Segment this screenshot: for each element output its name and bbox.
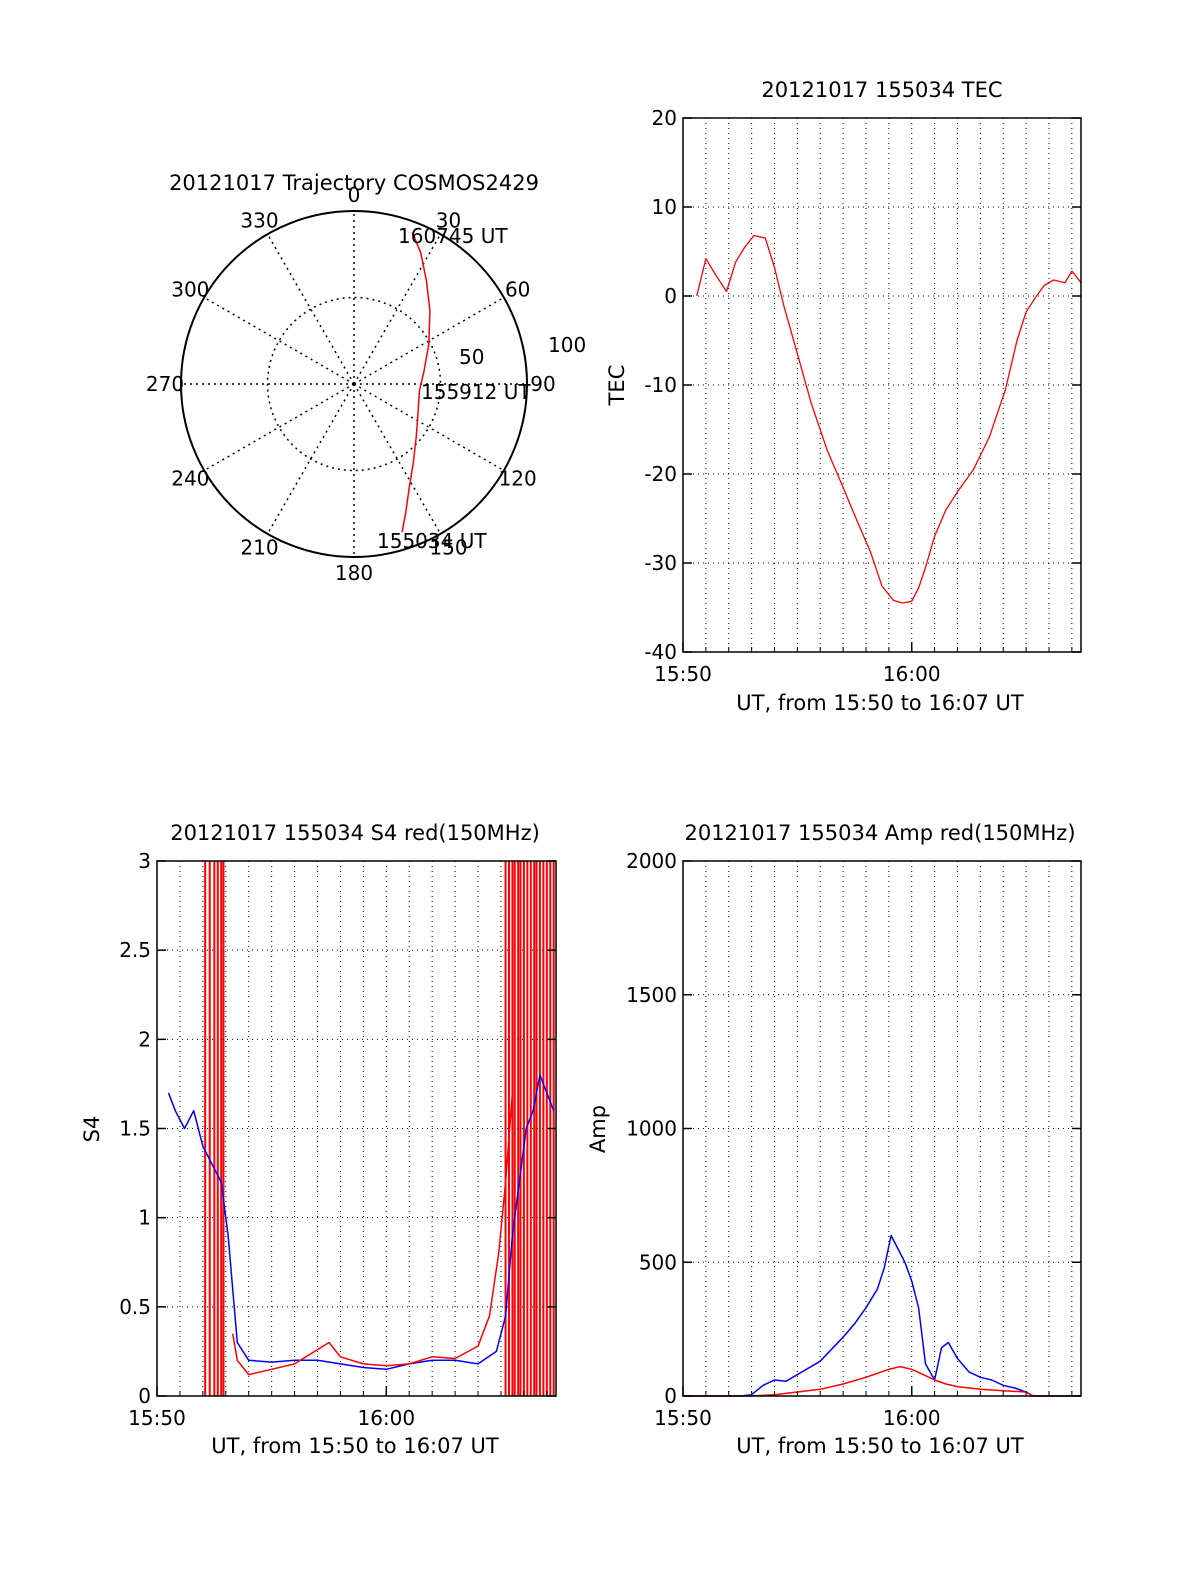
s4-x-label: UT, from 15:50 to 16:07 UT bbox=[211, 1434, 499, 1458]
x-tick-label: 16:00 bbox=[883, 1406, 941, 1430]
s4-plot-area: 0 0.5 1 1.5 2 2.5 3 15:50 16:00 bbox=[119, 849, 557, 1430]
s4-panel: 20121017 155034 S4 red(150MHz) 0 0.5 1 1.5 2… bbox=[80, 821, 557, 1458]
polar-angle-label: 150 bbox=[429, 536, 467, 560]
y-tick-label: 0 bbox=[664, 1384, 677, 1408]
polar-trajectory-panel: 20121017 Trajectory COSMOS2429 0 30 60 90 12… bbox=[146, 171, 586, 585]
tec-x-label: UT, from 15:50 to 16:07 UT bbox=[736, 691, 1024, 715]
y-tick-label: -40 bbox=[644, 640, 677, 664]
polar-angle-label: 180 bbox=[335, 561, 373, 585]
y-tick-label: 10 bbox=[652, 195, 677, 219]
polar-trajectory-trace bbox=[401, 231, 431, 533]
y-tick-label: 0 bbox=[138, 1384, 151, 1408]
polar-radius-label: 100 bbox=[548, 333, 586, 357]
s4-y-label: S4 bbox=[80, 1116, 104, 1143]
y-tick-label: -10 bbox=[644, 373, 677, 397]
y-tick-label: 2 bbox=[138, 1027, 151, 1051]
polar-angle-label: 330 bbox=[240, 208, 278, 232]
polar-angle-label: 120 bbox=[499, 467, 537, 491]
polar-radial-line bbox=[353, 383, 505, 472]
polar-trajectory-line bbox=[401, 231, 431, 533]
plot-frame bbox=[682, 860, 1082, 1397]
y-tick-label: 2.5 bbox=[119, 938, 151, 962]
polar-radial-line bbox=[266, 233, 355, 385]
polar-grid bbox=[180, 210, 528, 558]
polar-outer-circle bbox=[180, 210, 528, 558]
polar-radial-line bbox=[203, 296, 355, 385]
annotation-start-time: 155034 UT bbox=[377, 529, 487, 553]
polar-title: 20121017 Trajectory COSMOS2429 bbox=[169, 171, 539, 195]
polar-angle-label: 60 bbox=[505, 278, 530, 302]
x-tick-label: 16:00 bbox=[883, 662, 941, 686]
annotation-mid-time: 155912 UT bbox=[421, 380, 531, 404]
y-tick-label: 1 bbox=[138, 1206, 151, 1230]
y-tick-label: -30 bbox=[644, 551, 677, 575]
y-tick-label: -20 bbox=[644, 462, 677, 486]
tec-plot-area: -40 -30 -20 -10 0 10 20 15:50 16:00 bbox=[644, 106, 1082, 686]
polar-angle-labels: 0 30 60 90 120 150 180 210 240 270 300 330 50 100 bbox=[146, 183, 586, 585]
series-line bbox=[167, 1074, 555, 1371]
polar-inner-circle bbox=[266, 296, 442, 472]
amp-title: 20121017 155034 Amp red(150MHz) bbox=[684, 821, 1075, 845]
tec-title: 20121017 155034 TEC bbox=[761, 78, 1002, 102]
tec-panel: 20121017 155034 TEC -40 -30 -20 -10 0 10 20 15:… bbox=[605, 78, 1082, 715]
polar-angle-label: 210 bbox=[240, 536, 278, 560]
polar-angle-label: 90 bbox=[530, 372, 555, 396]
y-tick-label: 3 bbox=[138, 849, 151, 873]
series-line bbox=[231, 1092, 514, 1376]
polar-angle-label: 270 bbox=[146, 372, 184, 396]
x-tick-label: 15:50 bbox=[654, 662, 712, 686]
polar-angle-label: 240 bbox=[171, 467, 209, 491]
y-tick-label: 20 bbox=[652, 106, 677, 130]
series-line bbox=[696, 234, 1082, 604]
polar-radius-label: 50 bbox=[459, 345, 484, 369]
series-line bbox=[683, 1365, 1081, 1397]
polar-radial-line bbox=[353, 233, 442, 385]
y-tick-label: 500 bbox=[639, 1250, 677, 1274]
polar-angle-label: 0 bbox=[348, 183, 361, 207]
polar-radial-line bbox=[266, 383, 355, 535]
polar-radial-line bbox=[353, 383, 442, 535]
amp-panel: 20121017 155034 Amp red(150MHz) 0 500 1000… bbox=[586, 821, 1082, 1458]
annotation-end-time: 160745 UT bbox=[398, 224, 508, 248]
y-tick-label: 2000 bbox=[626, 849, 677, 873]
y-tick-label: 0 bbox=[664, 284, 677, 308]
polar-radial-line bbox=[353, 296, 505, 385]
tec-y-label: TEC bbox=[605, 365, 629, 407]
series-line bbox=[683, 1234, 1081, 1397]
x-tick-label: 15:50 bbox=[654, 1406, 712, 1430]
y-tick-label: 1500 bbox=[626, 983, 677, 1007]
amp-x-label: UT, from 15:50 to 16:07 UT bbox=[736, 1434, 1024, 1458]
polar-angle-label: 30 bbox=[436, 208, 461, 232]
polar-radial-line bbox=[203, 383, 355, 472]
y-tick-label: 1000 bbox=[626, 1117, 677, 1141]
x-tick-label: 16:00 bbox=[357, 1406, 415, 1430]
x-tick-label: 15:50 bbox=[128, 1406, 186, 1430]
polar-angle-label: 300 bbox=[171, 278, 209, 302]
y-tick-label: 1.5 bbox=[119, 1117, 151, 1141]
y-tick-label: 0.5 bbox=[119, 1295, 151, 1319]
s4-title: 20121017 155034 S4 red(150MHz) bbox=[170, 821, 540, 845]
amp-plot-area: 0 500 1000 1500 2000 15:50 16:00 bbox=[626, 849, 1082, 1430]
amp-y-label: Amp bbox=[586, 1105, 610, 1153]
plot-frame bbox=[682, 117, 1082, 653]
